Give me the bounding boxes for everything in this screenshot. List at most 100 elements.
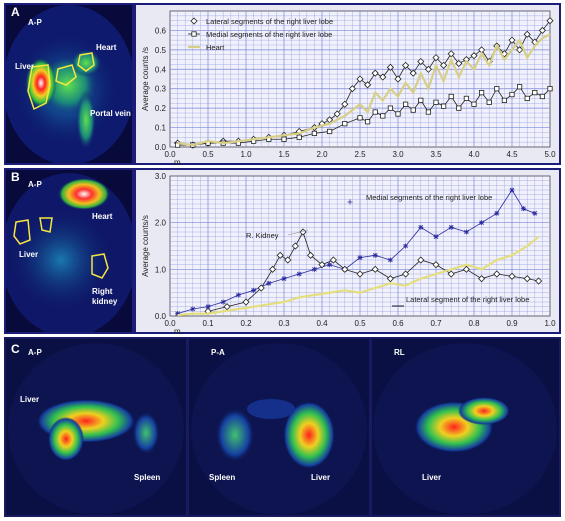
data-point-diamond [276,251,284,259]
data-point-square [524,95,530,102]
data-point-square [418,97,424,103]
data-point-diamond [470,52,478,60]
x-tick-label: 4.5 [506,150,518,159]
x-tick-label: 0.5 [202,150,214,159]
data-point-star [433,234,439,240]
legend-label: Heart [206,43,225,52]
data-point-diamond [341,100,349,108]
panel-a-scan-drawing [6,5,132,163]
data-point-star [509,187,515,193]
panel-c-pa-spleen: Spleen [209,473,236,482]
data-point-square [486,99,492,105]
panel-b-scan-drawing [6,173,132,332]
y-axis-label: Average counts/s [141,215,150,277]
x-unit-label: m. [174,158,183,167]
x-tick-label: 0.0 [164,319,176,328]
data-point-star [403,243,409,249]
x-tick-label: 0.9 [506,319,518,328]
data-point-square [456,105,462,111]
data-point-star [235,292,241,298]
legend-label: Medial segments of the right liver lobe [206,30,332,39]
x-tick-label: 3.0 [392,150,404,159]
data-point-diamond [371,69,379,77]
data-point-square [326,128,333,135]
x-tick-label: 0.2 [240,319,252,328]
data-point-diamond [269,265,277,273]
data-point-square [433,99,439,105]
data-point-diamond [478,275,486,283]
y-tick-label: 0.5 [155,46,167,55]
panel-a-liver-label: Liver [15,62,35,71]
y-tick-label: 0.4 [155,65,167,74]
data-point-square [357,115,363,121]
legend-marker-diamond [190,17,198,25]
data-point-diamond [508,272,516,280]
data-point-diamond [284,256,292,264]
legend-marker-square [191,31,197,37]
data-point-star [448,224,454,230]
data-point-diamond [462,265,470,273]
data-point-diamond [417,57,425,66]
data-point-diamond [329,256,337,264]
x-tick-label: 0.0 [164,150,176,159]
panel-c-pa-liver: Liver [311,473,331,482]
data-point-diamond [523,30,531,38]
panel-a-letter: A [11,5,20,19]
data-point-square [281,136,287,142]
panel-c-pa-view: P-A [211,348,225,357]
data-point-square [516,84,523,90]
data-point-square [539,93,546,100]
data-point-diamond [371,265,379,273]
x-tick-label: 1.0 [240,150,252,159]
data-point-star [357,255,363,261]
data-point-diamond [493,270,501,278]
data-point-square [547,86,553,92]
panel-c-ap-liver: Liver [20,395,40,404]
panel-c-view-pa: P-A Spleen Liver [189,339,369,515]
data-point-square [372,109,378,115]
data-point-diamond [356,270,364,278]
annotation-kidney-pointer [287,229,309,236]
data-point-diamond [424,65,432,73]
y-axis-label: Average counts /s [141,47,150,111]
data-point-star [220,299,226,305]
y-tick-label: 0.2 [155,104,167,113]
panel-c-view-ap: A-P Liver Spleen [6,339,186,515]
data-point-star [266,280,272,286]
data-point-diamond [538,26,546,34]
panel-a-heart-label: Heart [96,43,117,52]
y-tick-label: 0.1 [155,124,167,133]
panel-a-scan-image: A-P Heart Liver Portal vein [6,5,132,163]
data-point-diamond [523,275,531,283]
panel-b-view-label: A-P [28,180,42,189]
panel-a-portal-label: Portal vein [90,109,131,118]
data-point-diamond [386,275,394,283]
data-point-square [425,109,432,115]
data-point-square [311,130,317,136]
data-point-diamond [402,61,410,69]
y-tick-label: 0.0 [155,143,167,152]
annotation-kidney: R. Kidney [246,231,279,240]
x-tick-label: 0.6 [392,319,404,328]
annotation-medial: Medial segments of the right liver lobe [366,193,492,202]
panel-b-scan-image: A-P Heart Liver Right kidney [6,170,132,332]
data-point-diamond [356,75,364,83]
data-point-star [327,262,333,268]
series-line-2 [177,33,551,147]
data-point-star [190,306,196,312]
x-tick-label: 1.0 [544,319,556,328]
y-tick-label: 3.0 [155,172,167,181]
data-point-star [418,224,424,230]
panel-b-liver-label: Liver [19,250,39,259]
y-tick-label: 0.0 [155,312,167,321]
y-tick-label: 1.0 [155,265,167,274]
data-point-diamond [402,270,410,278]
data-point-diamond [341,265,349,273]
x-tick-label: 2.5 [354,150,366,159]
data-point-star [372,252,378,258]
data-point-diamond [500,50,508,58]
data-point-square [402,101,409,107]
x-tick-label: 0.3 [278,319,290,328]
data-point-square [395,111,401,117]
panel-c-letter: C [11,342,20,356]
